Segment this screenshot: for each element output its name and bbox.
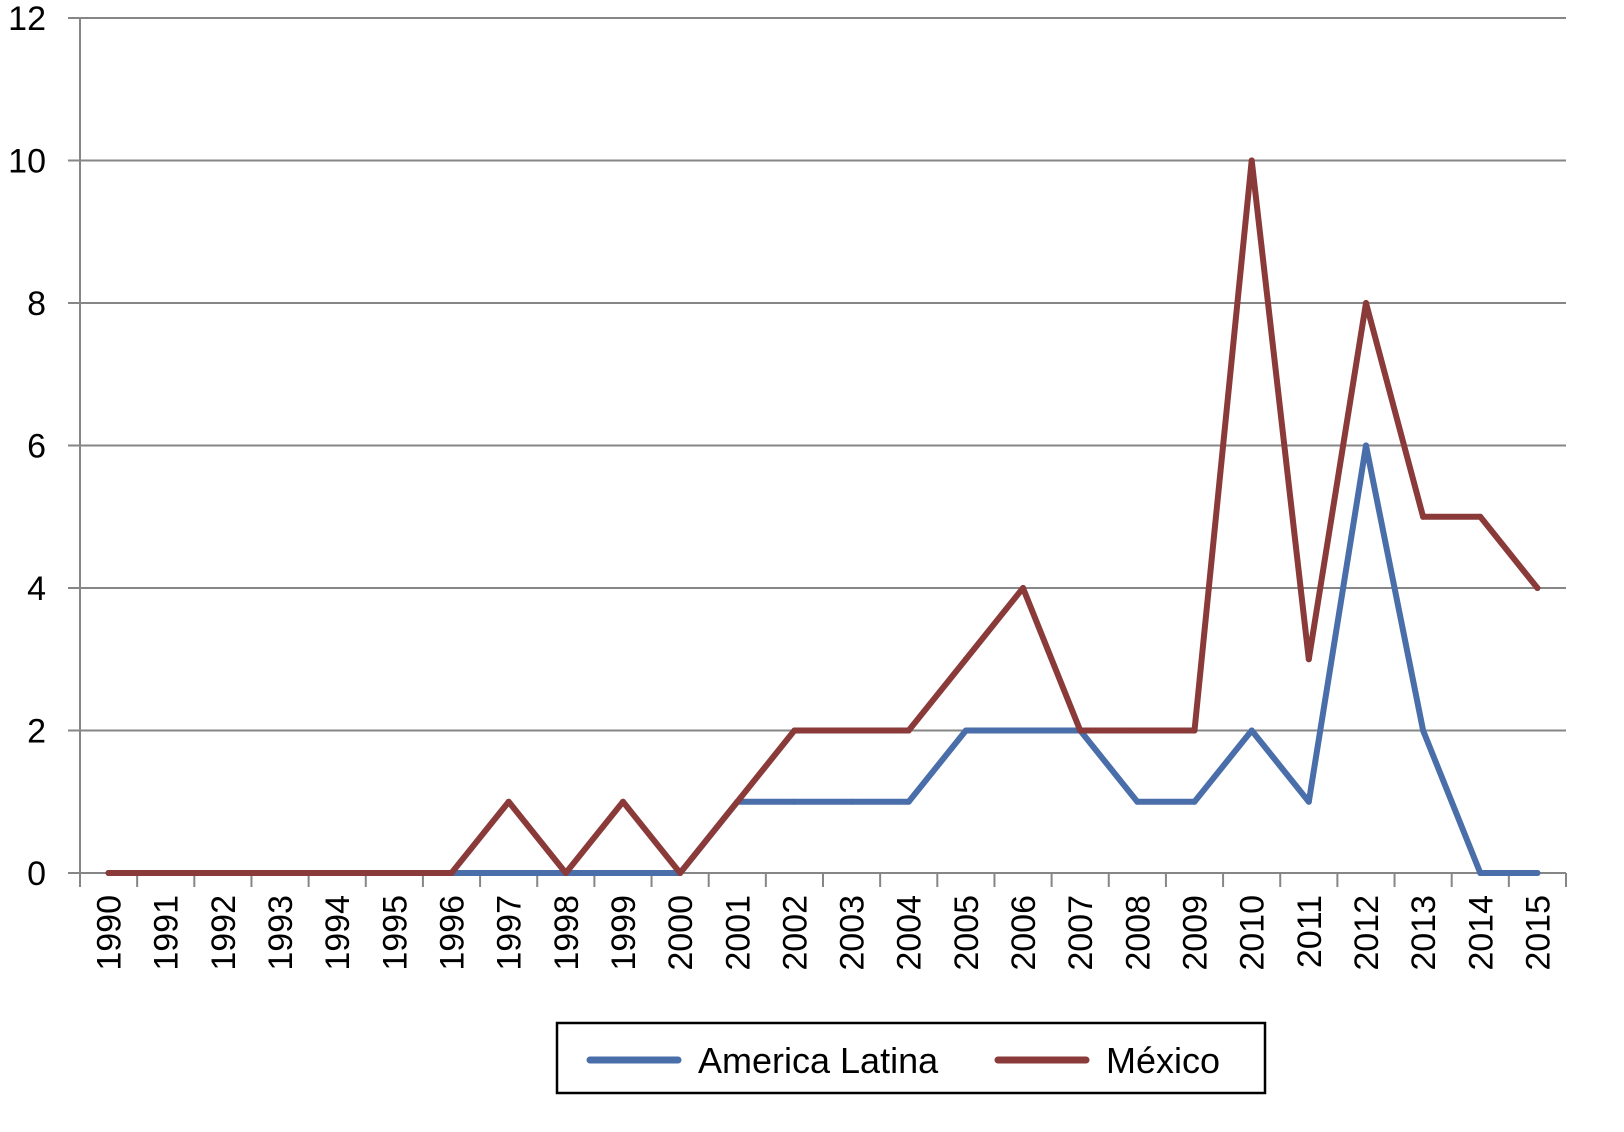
data-point bbox=[619, 870, 626, 876]
data-point bbox=[1248, 157, 1255, 164]
data-point bbox=[791, 798, 798, 805]
data-point bbox=[1305, 798, 1312, 805]
series-line-america-latina bbox=[105, 442, 1541, 876]
data-point bbox=[1134, 727, 1141, 734]
x-tick-label: 2014 bbox=[1462, 895, 1500, 971]
data-point bbox=[905, 727, 912, 734]
data-point bbox=[1477, 513, 1484, 520]
y-tick-label: 6 bbox=[27, 428, 46, 466]
x-tick-label: 2013 bbox=[1405, 895, 1443, 971]
data-point bbox=[1191, 727, 1198, 734]
series-line-mexico bbox=[105, 157, 1541, 876]
data-point bbox=[334, 870, 341, 876]
x-tick-label: 1992 bbox=[205, 895, 243, 971]
x-tick-label: 1994 bbox=[319, 895, 357, 971]
legend: America Latina México bbox=[555, 1021, 1267, 1095]
y-tick-label: 0 bbox=[27, 855, 46, 893]
legend-label: México bbox=[1106, 1040, 1220, 1081]
x-tick-label: 1998 bbox=[548, 895, 586, 971]
data-point bbox=[562, 870, 569, 876]
data-point bbox=[219, 870, 226, 876]
data-point bbox=[105, 870, 112, 876]
x-tick-label: 2008 bbox=[1119, 895, 1157, 971]
y-tick-label: 2 bbox=[27, 713, 46, 751]
data-point bbox=[391, 870, 398, 876]
data-point bbox=[905, 798, 912, 805]
data-point bbox=[1134, 798, 1141, 805]
x-tick-label: 1993 bbox=[262, 895, 300, 971]
x-tick-label: 1996 bbox=[434, 895, 472, 971]
data-point bbox=[162, 870, 169, 876]
data-point bbox=[277, 870, 284, 876]
x-tick-label: 2011 bbox=[1291, 895, 1329, 968]
data-point bbox=[962, 656, 969, 663]
y-tick-label: 4 bbox=[27, 570, 46, 608]
y-axis-ticks: 0 2 4 6 8 10 12 bbox=[8, 0, 80, 893]
data-point bbox=[677, 870, 684, 876]
y-tick-label: 10 bbox=[8, 143, 46, 181]
data-point bbox=[1477, 870, 1484, 876]
x-tick-label: 2001 bbox=[719, 895, 757, 971]
gridlines bbox=[80, 17, 1566, 732]
data-point bbox=[1362, 300, 1369, 306]
data-point bbox=[791, 727, 798, 734]
data-point bbox=[848, 727, 855, 734]
x-tick-label: 2000 bbox=[662, 895, 700, 971]
data-point bbox=[1534, 585, 1541, 591]
x-tick-label: 2003 bbox=[834, 895, 872, 971]
data-point bbox=[1420, 727, 1427, 734]
x-tick-label: 1999 bbox=[605, 895, 643, 971]
x-tick-label: 2005 bbox=[948, 895, 986, 971]
data-point bbox=[505, 798, 512, 805]
x-tick-label: 1990 bbox=[91, 895, 129, 971]
data-point bbox=[1077, 727, 1084, 734]
y-tick-label: 8 bbox=[27, 285, 46, 323]
data-point bbox=[619, 798, 626, 805]
x-axis-ticks: 1990 1991 1992 1993 1994 1995 1996 1997 1998 1999… bbox=[79, 873, 1567, 971]
data-point bbox=[1020, 727, 1027, 734]
x-tick-label: 2015 bbox=[1519, 895, 1557, 971]
x-tick-label: 2004 bbox=[891, 895, 929, 971]
data-point bbox=[962, 727, 969, 734]
data-point bbox=[734, 798, 741, 805]
data-point bbox=[1020, 585, 1027, 591]
data-point bbox=[448, 870, 455, 876]
data-point bbox=[1534, 870, 1541, 876]
x-tick-label: 2002 bbox=[776, 895, 814, 971]
x-tick-label: 2006 bbox=[1005, 895, 1043, 971]
data-point bbox=[505, 870, 512, 876]
x-tick-label: 1991 bbox=[148, 895, 186, 971]
data-point bbox=[1305, 656, 1312, 663]
x-tick-label: 1995 bbox=[376, 895, 414, 971]
y-tick-label: 12 bbox=[8, 0, 46, 38]
x-tick-label: 2009 bbox=[1177, 895, 1215, 971]
data-point bbox=[1420, 513, 1427, 520]
x-tick-label: 2007 bbox=[1062, 895, 1100, 971]
data-point bbox=[1248, 727, 1255, 734]
data-point bbox=[1191, 798, 1198, 805]
x-tick-label: 2012 bbox=[1348, 895, 1386, 971]
x-tick-label: 2010 bbox=[1234, 895, 1272, 971]
series-lines bbox=[105, 157, 1541, 876]
data-point bbox=[1362, 442, 1369, 449]
legend-label: America Latina bbox=[698, 1040, 939, 1081]
x-tick-label: 1997 bbox=[491, 895, 529, 971]
data-point bbox=[848, 798, 855, 805]
